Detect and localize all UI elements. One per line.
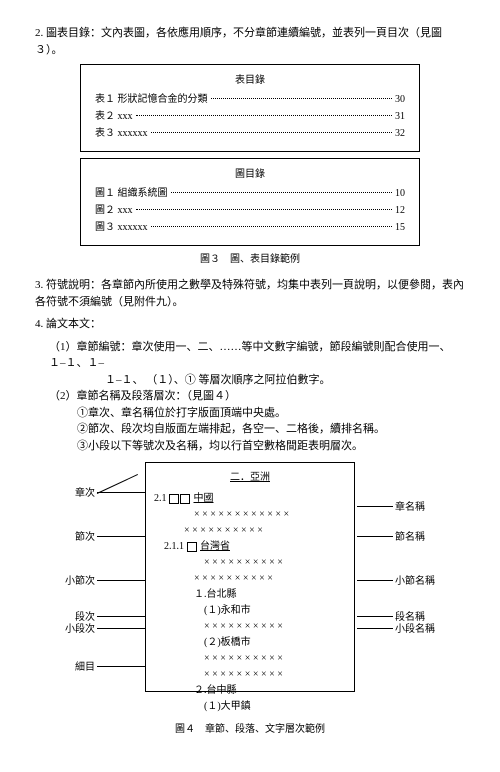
dia-211: 2.1.1 台灣省 [154,539,346,554]
figure-toc-title: 圖目錄 [95,167,405,182]
item-3: 3. 符號說明：各章節內所使用之數學及特殊符號，均集中表列一頁說明，以便參閱，表… [35,277,465,310]
sub-2-num: （2） [49,390,77,402]
figure-toc-row: 圖３ xxxxxx 15 [95,220,405,235]
dia-x: × × × × × × × × × × [154,651,346,666]
figure-toc-row: 圖２ xxx 12 [95,203,405,218]
dia-21: 2.1 中國 [154,491,346,506]
table-toc-row: 表１ 形狀記憶合金的分類 30 [95,92,405,107]
item-4-num: 4. [35,318,43,330]
sub-2: （2）章節名稱及段落層次：（見圖４） [35,388,465,405]
dia-l1b: (２)板橋市 [154,635,346,650]
diagram-box: 二．亞洲 2.1 中國 × × × × × × × × × × × × × × … [145,462,355,692]
table-toc-title: 表目錄 [95,73,405,88]
toc-label: 圖２ xxx [95,203,133,218]
item-4: 4. 論文本文： [35,316,465,333]
sub-1-num: （1） [49,341,77,353]
sub-1-text1: 章節編號：章次使用一、二、……等中文數字編號，節段編號則配合使用一、１–１、１– [49,341,451,370]
annot-line [97,666,145,667]
annot-right: 小節名稱 [395,574,435,589]
dia-x: × × × × × × × × × × [154,523,346,538]
hierarchy-diagram: 二．亞洲 2.1 中國 × × × × × × × × × × × × × × … [35,462,465,702]
toc-label: 表２ xxx [95,109,133,124]
annot-line [357,616,393,617]
dia-l1a: (１)永和市 [154,603,346,618]
dia-l1: １.台北縣 [154,587,346,602]
table-toc-row: 表３ xxxxxx 32 [95,126,405,141]
sub-2-b1: ①章次、章名稱位於打字版面頂端中央處。 [35,405,465,422]
item-2: 2. 圖表目錄：文內表圖，各依應用順序，不分章節連續編號，並表列一頁目次（見圖３… [35,25,465,58]
figure-toc-row: 圖１ 組織系統圖 10 [95,186,405,201]
toc-page: 31 [395,109,405,124]
annot-right: 章名稱 [395,500,425,515]
annot-left: 細目 [35,660,95,675]
dia-x: × × × × × × × × × × [154,619,346,634]
toc-page: 12 [395,203,405,218]
sub-1-line2: １–１、 （１）、① 等層次順序之阿拉伯數字。 [35,372,465,389]
item-2-text: 圖表目錄：文內表圖，各依應用順序，不分章節連續編號，並表列一頁目次（見圖３）。 [35,27,442,56]
annot-right: 小段名稱 [395,622,435,637]
item-2-num: 2. [35,27,43,39]
item-3-num: 3. [35,279,43,291]
annot-line [97,580,145,581]
annot-line [357,506,393,507]
toc-dots [136,209,393,210]
dia-l2: ２.台中縣 [154,683,346,698]
annot-left: 章次 [35,486,95,501]
annot-line [97,492,145,493]
toc-page: 15 [395,220,405,235]
dia-x: × × × × × × × × × × × × [154,507,346,522]
sub-2-text: 章節名稱及段落層次：（見圖４） [77,390,237,402]
toc-dots [151,226,393,227]
toc-page: 32 [395,126,405,141]
toc-label: 表１ 形狀記憶合金的分類 [95,92,208,107]
dia-x: × × × × × × × × × × [154,571,346,586]
dia-title: 二．亞洲 [154,470,346,485]
annot-right: 節名稱 [395,530,425,545]
annot-line [97,474,138,494]
toc-page: 10 [395,186,405,201]
annot-left: 小節次 [35,574,95,589]
figure-toc-box: 圖目錄 圖１ 組織系統圖 10 圖２ xxx 12 圖３ xxxxxx 15 [80,158,420,246]
box-icon [180,494,190,504]
table-toc-row: 表２ xxx 31 [95,109,405,124]
box-icon [169,494,179,504]
fig3-caption: 圖３ 圖、表目錄範例 [35,252,465,267]
annot-line [357,628,393,629]
sub-2-b2: ②節次、段次均自版面左端排起，各空一、二格後，續排名稱。 [35,421,465,438]
box-icon [187,542,197,552]
annot-left: 小段次 [35,622,95,637]
toc-label: 圖３ xxxxxx [95,220,148,235]
dia-x: × × × × × × × × × × [154,667,346,682]
table-toc-box: 表目錄 表１ 形狀記憶合金的分類 30 表２ xxx 31 表３ xxxxxx … [80,64,420,152]
toc-dots [151,132,393,133]
annot-left: 節次 [35,530,95,545]
toc-dots [211,98,393,99]
toc-page: 30 [395,92,405,107]
annot-line [97,628,145,629]
annot-line [357,580,393,581]
toc-dots [171,192,393,193]
toc-dots [136,115,393,116]
sub-1-line1: （1）章節編號：章次使用一、二、……等中文數字編號，節段編號則配合使用一、１–１… [35,339,465,372]
item-3-text: 符號說明：各章節內所使用之數學及特殊符號，均集中表列一頁說明，以便參閱，表內各符… [35,279,464,308]
annot-line [97,616,145,617]
item-4-text: 論文本文： [46,318,101,330]
fig4-caption: 圖４ 章節、段落、文字層次範例 [35,722,465,737]
sub-2-b3: ③小段以下等號次及名稱，均以行首空數格間距表明層次。 [35,438,465,455]
dia-x: × × × × × × × × × × [154,555,346,570]
toc-label: 圖１ 組織系統圖 [95,186,168,201]
toc-label: 表３ xxxxxx [95,126,148,141]
annot-line [357,536,393,537]
annot-line [97,536,145,537]
